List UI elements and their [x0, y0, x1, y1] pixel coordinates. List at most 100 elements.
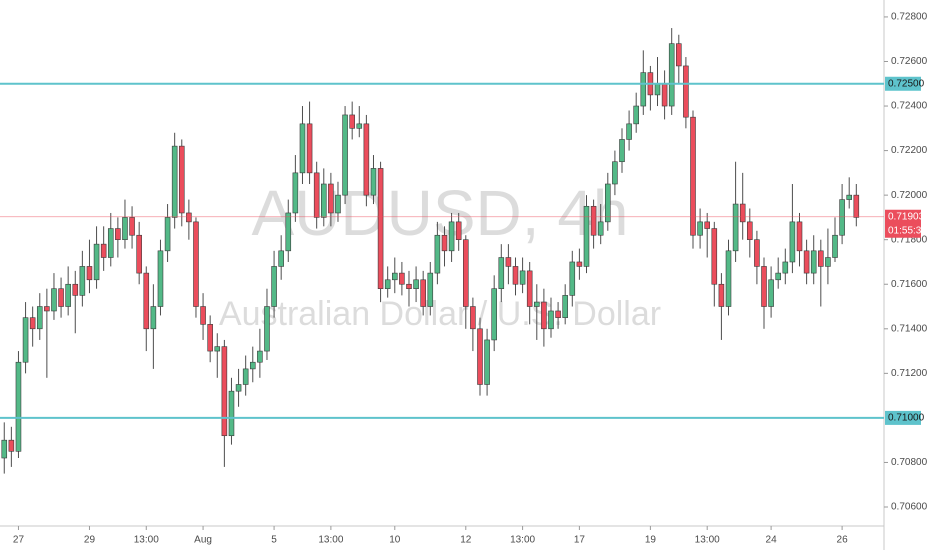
candle-body — [420, 279, 426, 307]
candle-body — [796, 221, 803, 252]
y-tick-label: 0.71400 — [891, 323, 928, 334]
candle-body — [825, 257, 831, 267]
candle-body — [278, 250, 284, 267]
candle-body — [29, 317, 36, 330]
candle-body — [65, 283, 71, 307]
candle-body — [107, 228, 114, 258]
candle-body — [448, 221, 455, 252]
candle-body — [463, 239, 469, 307]
candle-body — [93, 243, 100, 281]
candle-body — [370, 168, 377, 196]
candle-body — [683, 65, 689, 118]
candle-body — [519, 270, 526, 285]
candle-body — [15, 361, 22, 452]
candle-body — [58, 288, 64, 307]
candle-body — [1, 439, 8, 459]
candle-body — [498, 257, 505, 289]
candle-body — [157, 250, 164, 307]
x-tick-label: 26 — [837, 535, 849, 546]
x-tick-label: 19 — [645, 535, 657, 546]
candle-body — [115, 228, 121, 240]
candle-body — [782, 261, 789, 274]
candle-body — [569, 261, 576, 296]
candle-body — [356, 123, 363, 129]
candle-body — [583, 205, 590, 267]
candle-body — [526, 270, 533, 307]
candle-body — [427, 272, 434, 307]
candle-body — [228, 390, 235, 437]
candle-body — [320, 183, 327, 218]
candle-body — [413, 279, 419, 289]
candle-body — [668, 43, 675, 107]
countdown: 01:55:34 — [888, 225, 927, 236]
candle-body — [562, 295, 568, 318]
candle-body — [711, 228, 718, 285]
candle-body — [803, 250, 810, 274]
candle-body — [221, 346, 228, 437]
candle-body — [399, 272, 405, 285]
x-tick-label: 12 — [460, 535, 472, 546]
x-tick-label: Aug — [194, 535, 212, 546]
candle-body — [143, 272, 150, 330]
x-tick-label: 24 — [766, 535, 778, 546]
x-tick-label: 10 — [389, 535, 401, 546]
x-tick-label: 29 — [84, 535, 96, 546]
candle-body — [455, 221, 462, 240]
candle-body — [299, 123, 306, 174]
level-label-bg — [885, 76, 921, 91]
candle-body — [72, 283, 79, 296]
candle-body — [36, 306, 43, 330]
candle-body — [150, 306, 157, 330]
candle-body — [51, 288, 57, 312]
candle-body — [732, 203, 739, 252]
y-tick-label: 0.72600 — [891, 56, 928, 67]
candle-body — [505, 257, 512, 267]
candle-body — [122, 217, 128, 240]
candle-body — [434, 234, 441, 274]
candle-body — [285, 212, 292, 252]
candle-body — [100, 243, 107, 258]
candle-body — [491, 288, 497, 341]
candle-body — [640, 72, 647, 107]
candle-body — [612, 161, 618, 185]
y-tick-label: 0.72400 — [891, 101, 928, 112]
candle-body — [377, 168, 384, 289]
candle-body — [789, 221, 796, 263]
candle-body — [207, 324, 213, 352]
candle-body — [391, 272, 398, 281]
candle-body — [839, 199, 845, 236]
candle-body — [242, 368, 249, 385]
level-label: 0.71000 — [888, 413, 925, 424]
y-tick-label: 0.71200 — [891, 368, 928, 379]
x-tick-label: 13:00 — [510, 535, 535, 546]
candle-body — [619, 139, 625, 163]
candle-body — [633, 105, 639, 125]
candle-body — [86, 266, 93, 281]
candle-body — [306, 123, 313, 174]
y-tick-label: 0.72800 — [891, 12, 928, 23]
y-tick-label: 0.71600 — [891, 279, 928, 290]
candle-body — [292, 172, 299, 214]
level-label: 0.72500 — [888, 78, 925, 89]
candle-body — [597, 221, 604, 236]
candle-body — [555, 310, 561, 318]
x-tick-label: 27 — [13, 535, 25, 546]
candle-body — [164, 217, 171, 252]
candle-body — [129, 217, 135, 236]
candle-body — [44, 306, 50, 312]
current-price-label: 0.71903 — [888, 211, 925, 222]
x-tick-label: 13:00 — [695, 535, 720, 546]
candle-body — [768, 279, 774, 307]
candle-body — [810, 250, 817, 274]
y-tick-label: 0.70600 — [891, 502, 928, 513]
candle-body — [200, 306, 206, 325]
candle-body — [548, 310, 554, 330]
y-tick-label: 0.71800 — [891, 234, 928, 245]
candle-body — [264, 306, 270, 352]
x-tick-label: 13:00 — [318, 535, 343, 546]
candle-body — [832, 234, 838, 258]
candle-body — [747, 221, 753, 240]
watermark-subtitle: Australian Dollar / U.S. Dollar — [219, 295, 661, 333]
candle-body — [775, 272, 781, 281]
